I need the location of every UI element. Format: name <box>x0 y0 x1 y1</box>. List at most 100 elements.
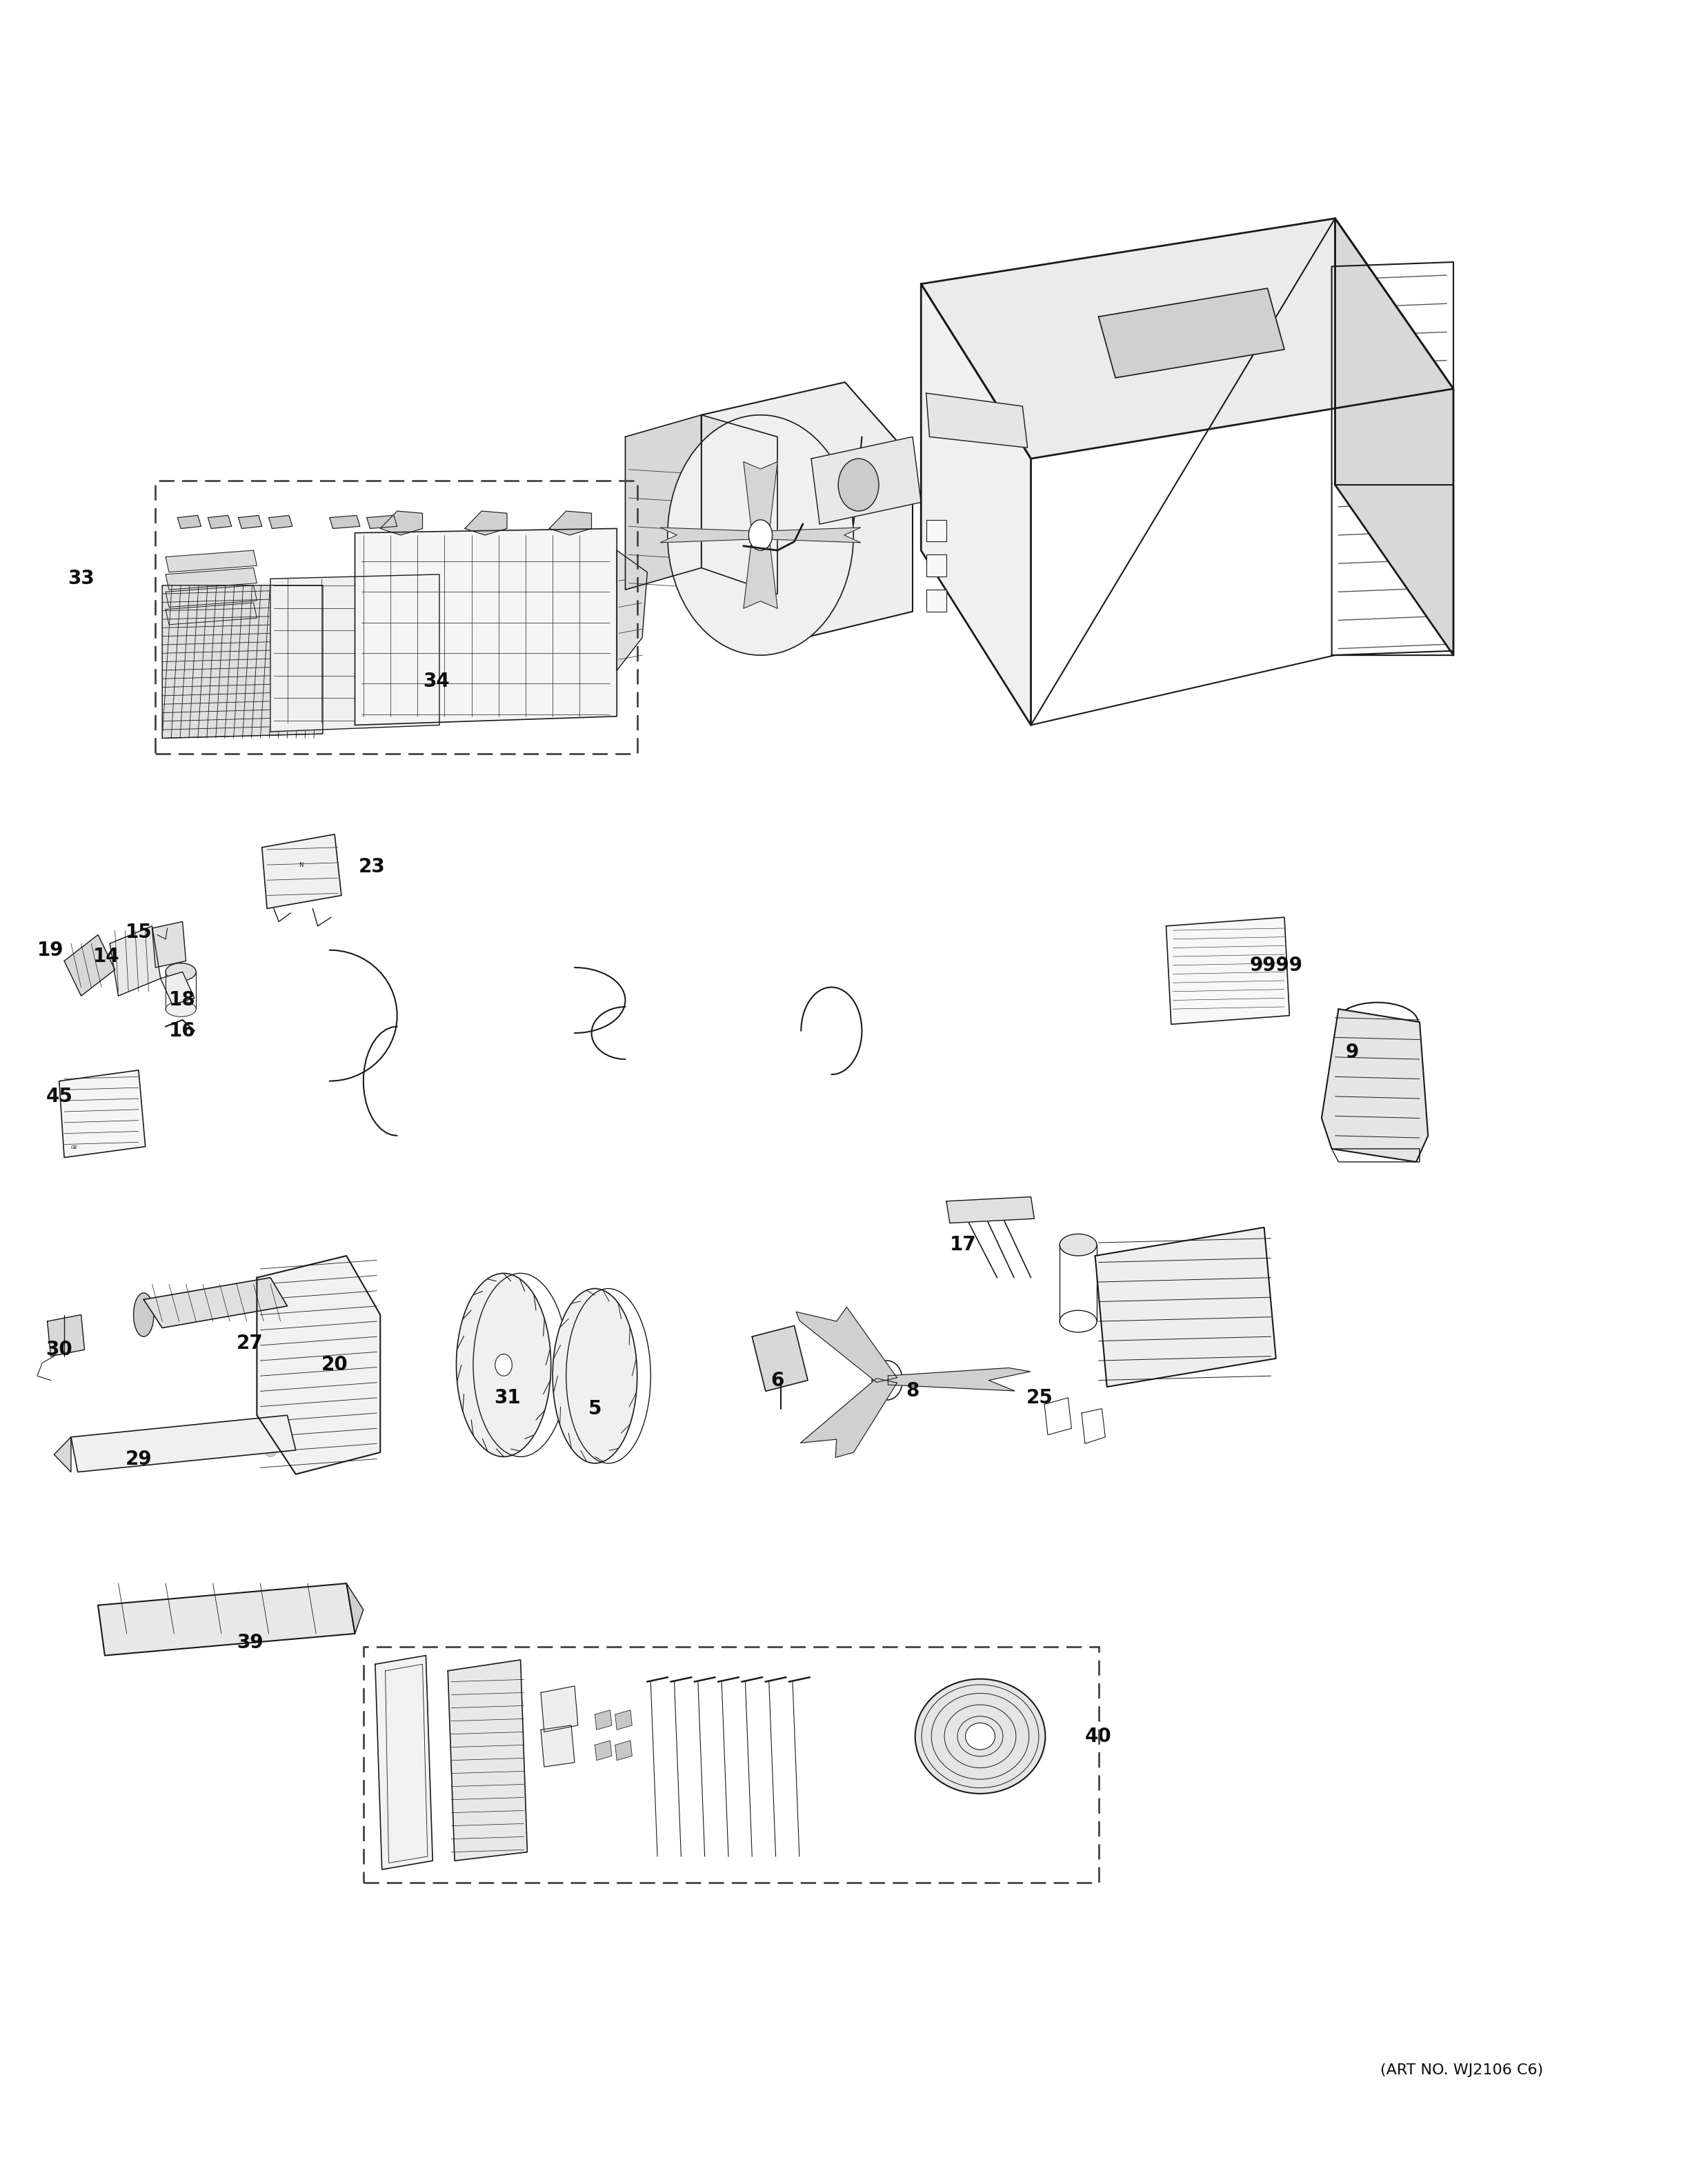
Polygon shape <box>355 529 617 725</box>
Polygon shape <box>166 550 257 572</box>
Circle shape <box>749 520 772 550</box>
Polygon shape <box>661 529 761 542</box>
Polygon shape <box>617 550 647 670</box>
Polygon shape <box>166 568 257 590</box>
Circle shape <box>495 1354 512 1376</box>
Polygon shape <box>615 1741 632 1760</box>
Polygon shape <box>367 515 397 529</box>
Ellipse shape <box>916 1679 1044 1793</box>
Polygon shape <box>47 1315 85 1356</box>
Circle shape <box>123 1123 130 1131</box>
Polygon shape <box>71 1415 296 1472</box>
Text: 39: 39 <box>237 1634 264 1651</box>
Bar <box>926 590 946 612</box>
Text: 19: 19 <box>37 941 64 959</box>
Text: 9999: 9999 <box>1249 957 1303 974</box>
Bar <box>926 555 946 577</box>
Text: 15: 15 <box>125 924 152 941</box>
Polygon shape <box>64 935 115 996</box>
Polygon shape <box>615 1710 632 1730</box>
Polygon shape <box>946 1197 1034 1223</box>
Polygon shape <box>330 515 360 529</box>
Circle shape <box>297 1404 311 1422</box>
Polygon shape <box>257 1256 380 1474</box>
Circle shape <box>297 1299 311 1317</box>
Circle shape <box>331 1334 345 1352</box>
Polygon shape <box>752 1326 808 1391</box>
Polygon shape <box>59 1070 145 1158</box>
Polygon shape <box>887 1367 1031 1391</box>
Text: 18: 18 <box>169 992 196 1009</box>
Circle shape <box>297 1369 311 1387</box>
Bar <box>363 1647 1099 1883</box>
Circle shape <box>331 1439 345 1457</box>
Text: (ART NO. WJ2106 C6): (ART NO. WJ2106 C6) <box>1381 2064 1543 2077</box>
Circle shape <box>331 1369 345 1387</box>
Text: 25: 25 <box>1026 1389 1053 1406</box>
Polygon shape <box>262 834 341 909</box>
Text: 27: 27 <box>237 1334 264 1352</box>
Polygon shape <box>801 1378 897 1457</box>
Polygon shape <box>166 603 257 625</box>
Text: N: N <box>299 863 303 869</box>
Polygon shape <box>796 1306 897 1382</box>
Text: 30: 30 <box>46 1341 73 1358</box>
Text: 45: 45 <box>46 1088 73 1105</box>
Polygon shape <box>744 535 777 609</box>
Polygon shape <box>177 515 201 529</box>
Polygon shape <box>152 922 186 968</box>
Ellipse shape <box>134 1293 154 1337</box>
Polygon shape <box>595 1710 612 1730</box>
Ellipse shape <box>965 1723 995 1749</box>
Text: 5: 5 <box>588 1400 602 1417</box>
Circle shape <box>392 1832 402 1845</box>
Text: 34: 34 <box>423 673 450 690</box>
Polygon shape <box>375 1655 433 1870</box>
Polygon shape <box>144 1278 287 1328</box>
Polygon shape <box>1166 917 1289 1024</box>
Polygon shape <box>701 415 777 594</box>
Polygon shape <box>1335 218 1453 655</box>
Polygon shape <box>208 515 232 529</box>
Text: 23: 23 <box>358 858 385 876</box>
Polygon shape <box>1095 1227 1276 1387</box>
Text: 17: 17 <box>950 1236 977 1254</box>
Circle shape <box>264 1299 277 1317</box>
Polygon shape <box>110 926 161 996</box>
Polygon shape <box>269 515 292 529</box>
Polygon shape <box>811 437 921 524</box>
Circle shape <box>264 1439 277 1457</box>
Circle shape <box>264 1404 277 1422</box>
Polygon shape <box>921 218 1453 459</box>
Polygon shape <box>541 1686 578 1732</box>
Circle shape <box>264 1369 277 1387</box>
Circle shape <box>766 1339 796 1378</box>
Text: 33: 33 <box>68 570 95 587</box>
Text: 31: 31 <box>493 1389 521 1406</box>
Text: 6: 6 <box>771 1372 784 1389</box>
Circle shape <box>264 1334 277 1352</box>
Polygon shape <box>921 284 1031 725</box>
Polygon shape <box>98 1583 355 1655</box>
Ellipse shape <box>1060 1310 1097 1332</box>
Bar <box>155 480 637 753</box>
Polygon shape <box>448 1660 527 1861</box>
Polygon shape <box>1098 288 1284 378</box>
Polygon shape <box>1322 1009 1428 1162</box>
Polygon shape <box>238 515 262 529</box>
Circle shape <box>331 1299 345 1317</box>
Polygon shape <box>541 1725 575 1767</box>
Polygon shape <box>166 585 257 607</box>
Circle shape <box>123 1136 130 1144</box>
Polygon shape <box>625 415 701 590</box>
Polygon shape <box>346 1583 363 1634</box>
Ellipse shape <box>166 1000 196 1018</box>
Polygon shape <box>162 585 323 738</box>
Ellipse shape <box>1060 1234 1097 1256</box>
Bar <box>926 520 946 542</box>
Polygon shape <box>465 511 507 535</box>
Circle shape <box>331 1404 345 1422</box>
Circle shape <box>872 1361 902 1400</box>
Polygon shape <box>54 1437 71 1472</box>
Polygon shape <box>926 393 1028 448</box>
